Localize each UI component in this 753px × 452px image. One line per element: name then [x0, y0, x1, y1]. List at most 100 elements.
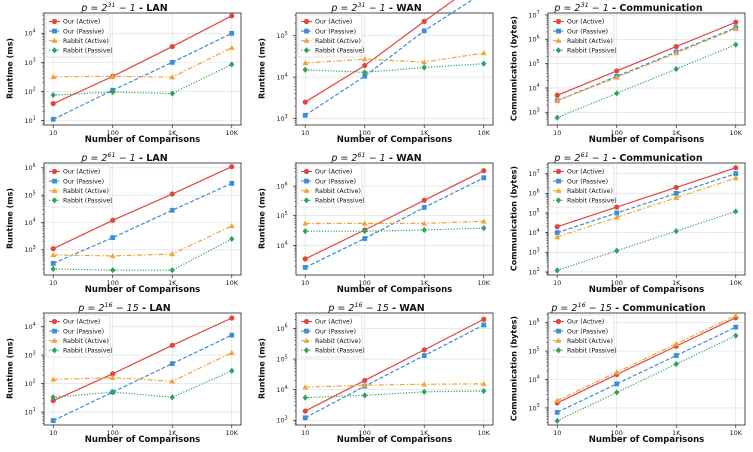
y-tick-label: 104	[528, 375, 539, 384]
y-tick-label: 105	[24, 190, 35, 199]
data-point	[554, 417, 560, 424]
data-point	[302, 220, 309, 226]
data-point	[554, 234, 561, 240]
data-point	[362, 392, 368, 399]
legend-box	[549, 314, 615, 358]
data-point	[673, 194, 680, 200]
legend-marker	[555, 197, 562, 204]
chart-panel: p = 261 − 1 - Communication Number of Com…	[504, 150, 753, 300]
data-point	[229, 235, 235, 243]
legend-marker	[303, 18, 310, 25]
data-point	[50, 73, 57, 79]
series-our-passive	[302, 0, 474, 118]
plot-frame	[295, 312, 494, 426]
legend-marker	[303, 318, 310, 325]
data-point	[302, 384, 309, 390]
series-our-active	[554, 19, 739, 98]
legend-marker	[556, 178, 561, 184]
y-tick-label: 103	[528, 403, 539, 412]
chart-panel: p = 261 − 1 - LAN Number of Comparisons Ru…	[0, 150, 249, 300]
legend-marker	[51, 337, 58, 343]
legend-label: Our (Passive)	[315, 28, 356, 35]
legend-marker	[555, 37, 562, 43]
legend-label: Rabbit (Active)	[567, 38, 613, 45]
y-tick-label: 105	[276, 354, 287, 363]
x-tick-label: 100	[611, 429, 623, 437]
data-point	[554, 97, 561, 103]
data-point	[302, 228, 308, 235]
series-line	[305, 383, 484, 388]
x-tick-label: 100	[107, 279, 119, 287]
data-point	[229, 367, 235, 374]
data-point	[169, 251, 176, 257]
data-point	[110, 235, 116, 241]
data-point	[229, 13, 235, 19]
x-axis-label: Number of Comparisons	[84, 285, 201, 295]
chart-panel: p = 231 − 1 - LAN Number of Comparisons Ru…	[0, 0, 249, 150]
legend: Our (Active) Our (Passive) Rabbit (Active)…	[297, 164, 365, 208]
chart-title: p = 216 − 15 - Communication	[551, 301, 706, 315]
x-axis-label: Number of Comparisons	[588, 135, 705, 145]
series-rabbit-passive	[50, 61, 235, 99]
chart-panel: p = 261 − 1 - WAN Number of Comparisons Ru…	[252, 150, 501, 300]
data-point	[302, 256, 308, 262]
legend-label: Rabbit (Passive)	[315, 48, 365, 55]
series-line	[556, 44, 736, 119]
legend-box	[549, 14, 615, 58]
data-point	[480, 380, 487, 387]
data-point	[229, 30, 235, 36]
series-our-active	[50, 315, 235, 404]
series-rabbit-passive	[50, 367, 235, 401]
legend-marker	[556, 328, 561, 334]
chart-title: p = 261 − 1 - WAN	[331, 151, 422, 165]
legend-label: Our (Passive)	[63, 328, 104, 335]
data-point	[614, 247, 620, 254]
chart-title: p = 261 − 1 - LAN	[81, 151, 168, 165]
series-line	[53, 238, 233, 271]
data-point	[169, 342, 175, 348]
data-point	[421, 197, 427, 203]
legend-box	[297, 314, 363, 358]
legend-marker	[303, 47, 310, 54]
series-line	[557, 173, 736, 234]
y-tick-label: 107	[528, 169, 539, 178]
series-line	[556, 335, 737, 422]
legend-marker	[303, 168, 310, 175]
x-axis-label: Number of Comparisons	[588, 435, 705, 445]
legend-label: Rabbit (Active)	[315, 38, 361, 45]
x-tick-label: 10	[301, 429, 309, 437]
x-tick-label: 10	[553, 129, 561, 137]
x-tick-label: 10K	[729, 429, 742, 437]
legend-label: Rabbit (Active)	[567, 338, 613, 345]
data-point	[169, 74, 176, 80]
x-tick-label: 10K	[729, 279, 742, 287]
x-tick-label: 10K	[477, 129, 490, 137]
data-point	[673, 340, 680, 347]
data-point	[109, 252, 116, 259]
x-axis-label: Number of Comparisons	[84, 435, 201, 445]
data-point	[169, 378, 176, 384]
data-point	[169, 43, 175, 50]
legend-marker	[555, 318, 562, 325]
data-point	[733, 171, 739, 177]
series-our-active	[302, 316, 487, 414]
data-point	[169, 394, 175, 401]
legend-box	[549, 164, 615, 208]
x-tick-label: 1K	[420, 129, 429, 137]
y-tick-label: 102	[24, 379, 35, 388]
data-point	[169, 267, 175, 274]
series-line	[556, 314, 737, 402]
chart-panel: p = 231 − 1 - WAN Number of Comparisons Ru…	[252, 0, 501, 150]
series-rabbit-active	[302, 50, 487, 66]
data-point	[481, 387, 487, 395]
data-point	[481, 168, 487, 174]
legend-label: Our (Active)	[63, 319, 100, 326]
legend-marker	[555, 337, 562, 343]
data-point	[554, 409, 560, 415]
legend-label: Our (Active)	[63, 169, 100, 176]
legend-label: Rabbit (Passive)	[315, 198, 365, 205]
data-point	[733, 41, 739, 48]
chart-svg: 102 103 104 105 106 107 10 100 1K 10K Our (Active)…	[528, 162, 746, 287]
y-tick-label: 106	[24, 163, 35, 172]
legend-marker	[52, 328, 57, 334]
